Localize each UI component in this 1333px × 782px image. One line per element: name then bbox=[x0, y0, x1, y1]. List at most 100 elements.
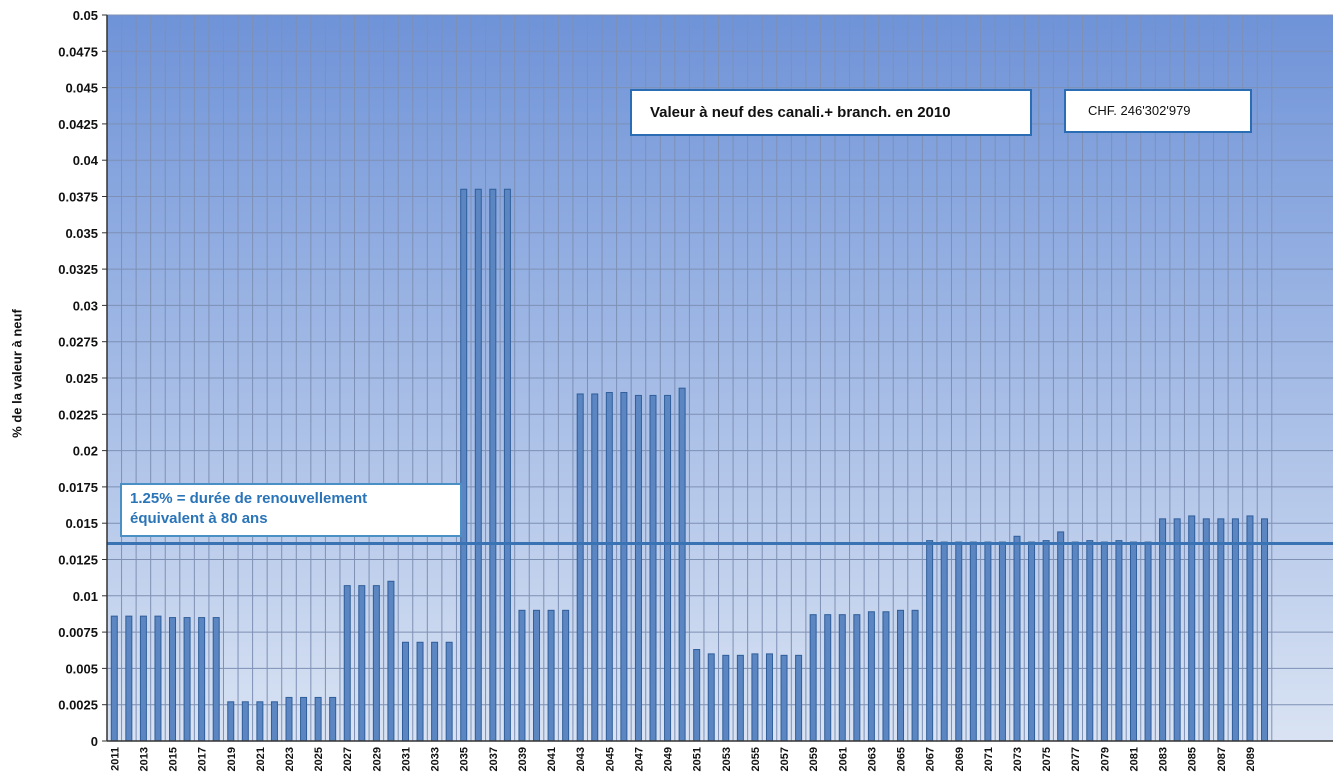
x-tick-label: 2041 bbox=[546, 747, 558, 771]
bar bbox=[620, 392, 628, 742]
bar bbox=[270, 701, 278, 742]
bar bbox=[110, 615, 118, 742]
y-tick-label: 0.0475 bbox=[58, 44, 98, 59]
y-tick-label: 0.01 bbox=[73, 589, 98, 604]
x-tick-label: 2017 bbox=[197, 747, 209, 771]
bar bbox=[169, 617, 177, 742]
bar bbox=[154, 615, 162, 742]
bar bbox=[955, 541, 963, 742]
bar bbox=[1086, 540, 1094, 742]
bar bbox=[707, 653, 715, 742]
bar bbox=[693, 649, 701, 742]
x-tick-label: 2023 bbox=[284, 747, 296, 771]
bar bbox=[722, 654, 730, 742]
x-tick-label: 2061 bbox=[837, 747, 849, 771]
bar bbox=[125, 615, 133, 742]
x-tick-label: 2045 bbox=[604, 747, 616, 771]
y-tick-label: 0.0275 bbox=[58, 335, 98, 350]
bar bbox=[1100, 541, 1108, 742]
bar bbox=[285, 696, 293, 742]
y-tick-label: 0.0175 bbox=[58, 480, 98, 495]
x-tick-label: 2039 bbox=[517, 747, 529, 771]
bar bbox=[241, 701, 249, 742]
y-tick-label: 0.0125 bbox=[58, 553, 98, 568]
reference-line-note: 1.25% = durée de renouvellement équivale… bbox=[120, 483, 462, 537]
x-tick-label: 2077 bbox=[1070, 747, 1082, 771]
bar bbox=[503, 188, 511, 742]
bar bbox=[911, 609, 919, 742]
bar bbox=[1202, 518, 1210, 742]
bar bbox=[227, 701, 235, 742]
bar bbox=[198, 617, 206, 742]
y-tick-label: 0.035 bbox=[65, 226, 98, 241]
bar bbox=[256, 701, 264, 742]
replacement-value-label: Valeur à neuf des canali.+ branch. en 20… bbox=[630, 89, 1032, 136]
x-tick-label: 2033 bbox=[430, 747, 442, 771]
x-tick-label: 2029 bbox=[371, 747, 383, 771]
y-tick-label: 0.0025 bbox=[58, 698, 98, 713]
x-tick-label: 2049 bbox=[663, 747, 675, 771]
x-tick-label: 2089 bbox=[1245, 747, 1257, 771]
x-tick-label: 2027 bbox=[342, 747, 354, 771]
bar bbox=[591, 393, 599, 742]
bar bbox=[1173, 518, 1181, 742]
x-tick-label: 2059 bbox=[808, 747, 820, 771]
replacement-value-amount: CHF. 246'302'979 bbox=[1064, 89, 1252, 133]
x-tick-label: 2037 bbox=[488, 747, 500, 771]
x-tick-label: 2067 bbox=[925, 747, 937, 771]
x-tick-label: 2053 bbox=[721, 747, 733, 771]
y-tick-label: 0.03 bbox=[73, 298, 98, 313]
bar bbox=[533, 609, 541, 742]
bar bbox=[969, 541, 977, 742]
y-tick-label: 0.015 bbox=[65, 516, 98, 531]
bar bbox=[329, 696, 337, 742]
bar bbox=[1115, 540, 1123, 742]
bar bbox=[1159, 518, 1167, 742]
y-axis-label: % de la valeur à neuf bbox=[9, 309, 25, 438]
y-tick-label: 0.04 bbox=[73, 153, 99, 168]
bar bbox=[853, 614, 861, 742]
bar bbox=[809, 614, 817, 742]
bar bbox=[343, 585, 351, 742]
x-tick-label: 2073 bbox=[1012, 747, 1024, 771]
y-tick-label: 0.0225 bbox=[58, 407, 98, 422]
y-tick-label: 0.025 bbox=[65, 371, 98, 386]
x-tick-label: 2011 bbox=[109, 747, 121, 771]
bar bbox=[678, 387, 686, 742]
y-tick-label: 0.0325 bbox=[58, 262, 98, 277]
bar bbox=[1057, 531, 1065, 742]
bar bbox=[1028, 541, 1036, 742]
bar bbox=[300, 696, 308, 742]
bar bbox=[824, 614, 832, 742]
bar bbox=[926, 540, 934, 742]
bar bbox=[314, 696, 322, 742]
x-tick-label: 2047 bbox=[633, 747, 645, 771]
bar bbox=[431, 641, 439, 742]
bar bbox=[489, 188, 497, 742]
bar bbox=[998, 541, 1006, 742]
bar bbox=[882, 611, 890, 742]
bar bbox=[474, 188, 482, 742]
x-tick-label: 2063 bbox=[866, 747, 878, 771]
x-tick-label: 2057 bbox=[779, 747, 791, 771]
x-tick-label: 2043 bbox=[575, 747, 587, 771]
bar bbox=[897, 609, 905, 742]
bar bbox=[867, 611, 875, 742]
x-tick-label: 2055 bbox=[750, 747, 762, 771]
bar bbox=[358, 585, 366, 742]
bar bbox=[1071, 541, 1079, 742]
bar bbox=[795, 654, 803, 742]
bar bbox=[401, 641, 409, 742]
x-tick-label: 2013 bbox=[138, 747, 150, 771]
bar bbox=[139, 615, 147, 742]
x-tick-label: 2065 bbox=[896, 747, 908, 771]
bar bbox=[1042, 540, 1050, 742]
bar bbox=[518, 609, 526, 742]
bar bbox=[1217, 518, 1225, 742]
x-tick-label: 2081 bbox=[1128, 747, 1140, 771]
bar bbox=[1013, 535, 1021, 742]
bar bbox=[765, 653, 773, 742]
bar bbox=[562, 609, 570, 742]
bar bbox=[838, 614, 846, 742]
